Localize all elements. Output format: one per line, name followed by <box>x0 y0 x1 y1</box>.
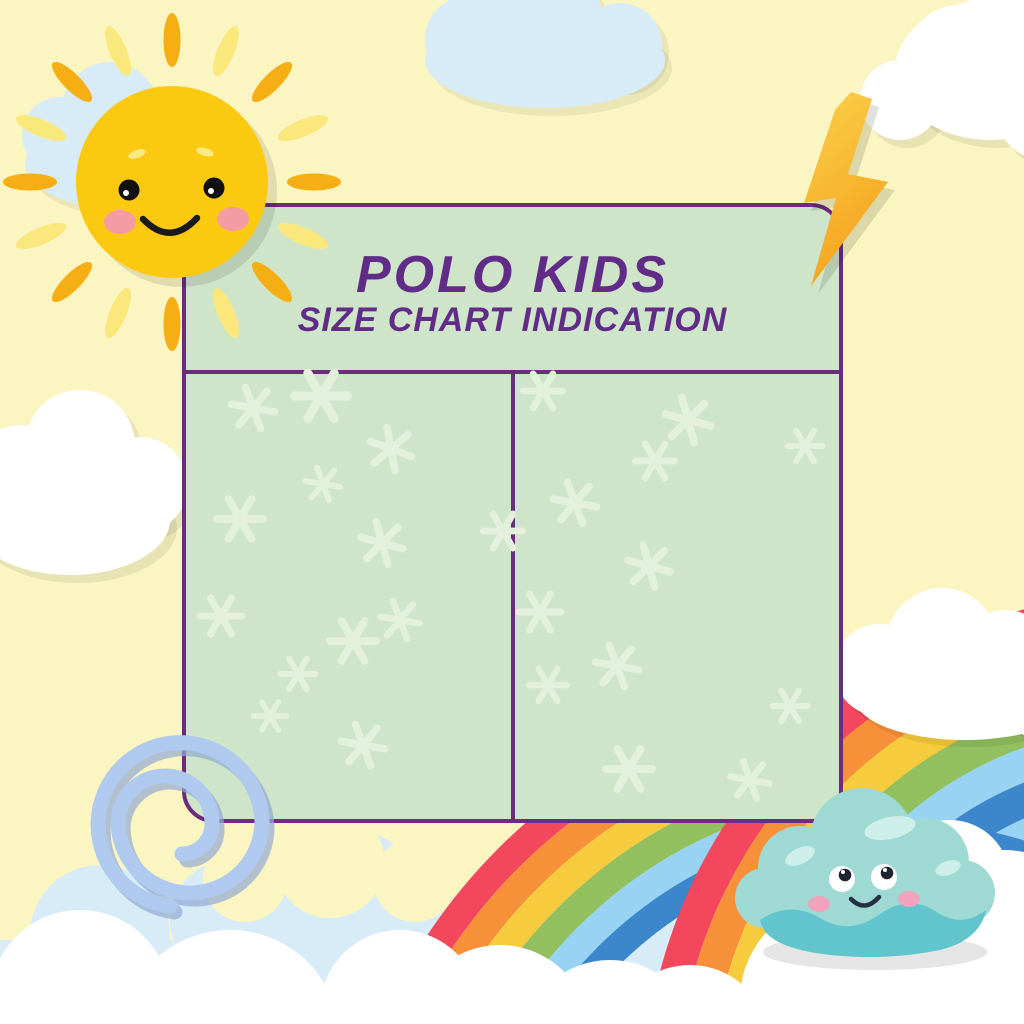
sun-eye <box>118 179 140 201</box>
cloud-cheek <box>898 891 920 907</box>
sun-smile <box>139 214 201 236</box>
sun-eye <box>203 177 225 199</box>
cloud-icon <box>425 0 672 116</box>
cloud-smile <box>848 894 882 908</box>
sun-cheek <box>104 210 136 234</box>
cloud-character-icon <box>735 788 995 970</box>
sun-icon <box>3 13 341 351</box>
sun-cheek <box>217 207 249 231</box>
cloud-icon <box>0 900 1024 1024</box>
cloud-icon <box>860 0 1024 160</box>
sun-rays <box>3 13 341 351</box>
lightning-icon <box>804 92 895 294</box>
spiral-icon <box>90 735 275 920</box>
cloud-icon <box>834 588 1024 747</box>
cloud-icon <box>0 390 195 583</box>
cloud-cheek <box>808 896 830 912</box>
